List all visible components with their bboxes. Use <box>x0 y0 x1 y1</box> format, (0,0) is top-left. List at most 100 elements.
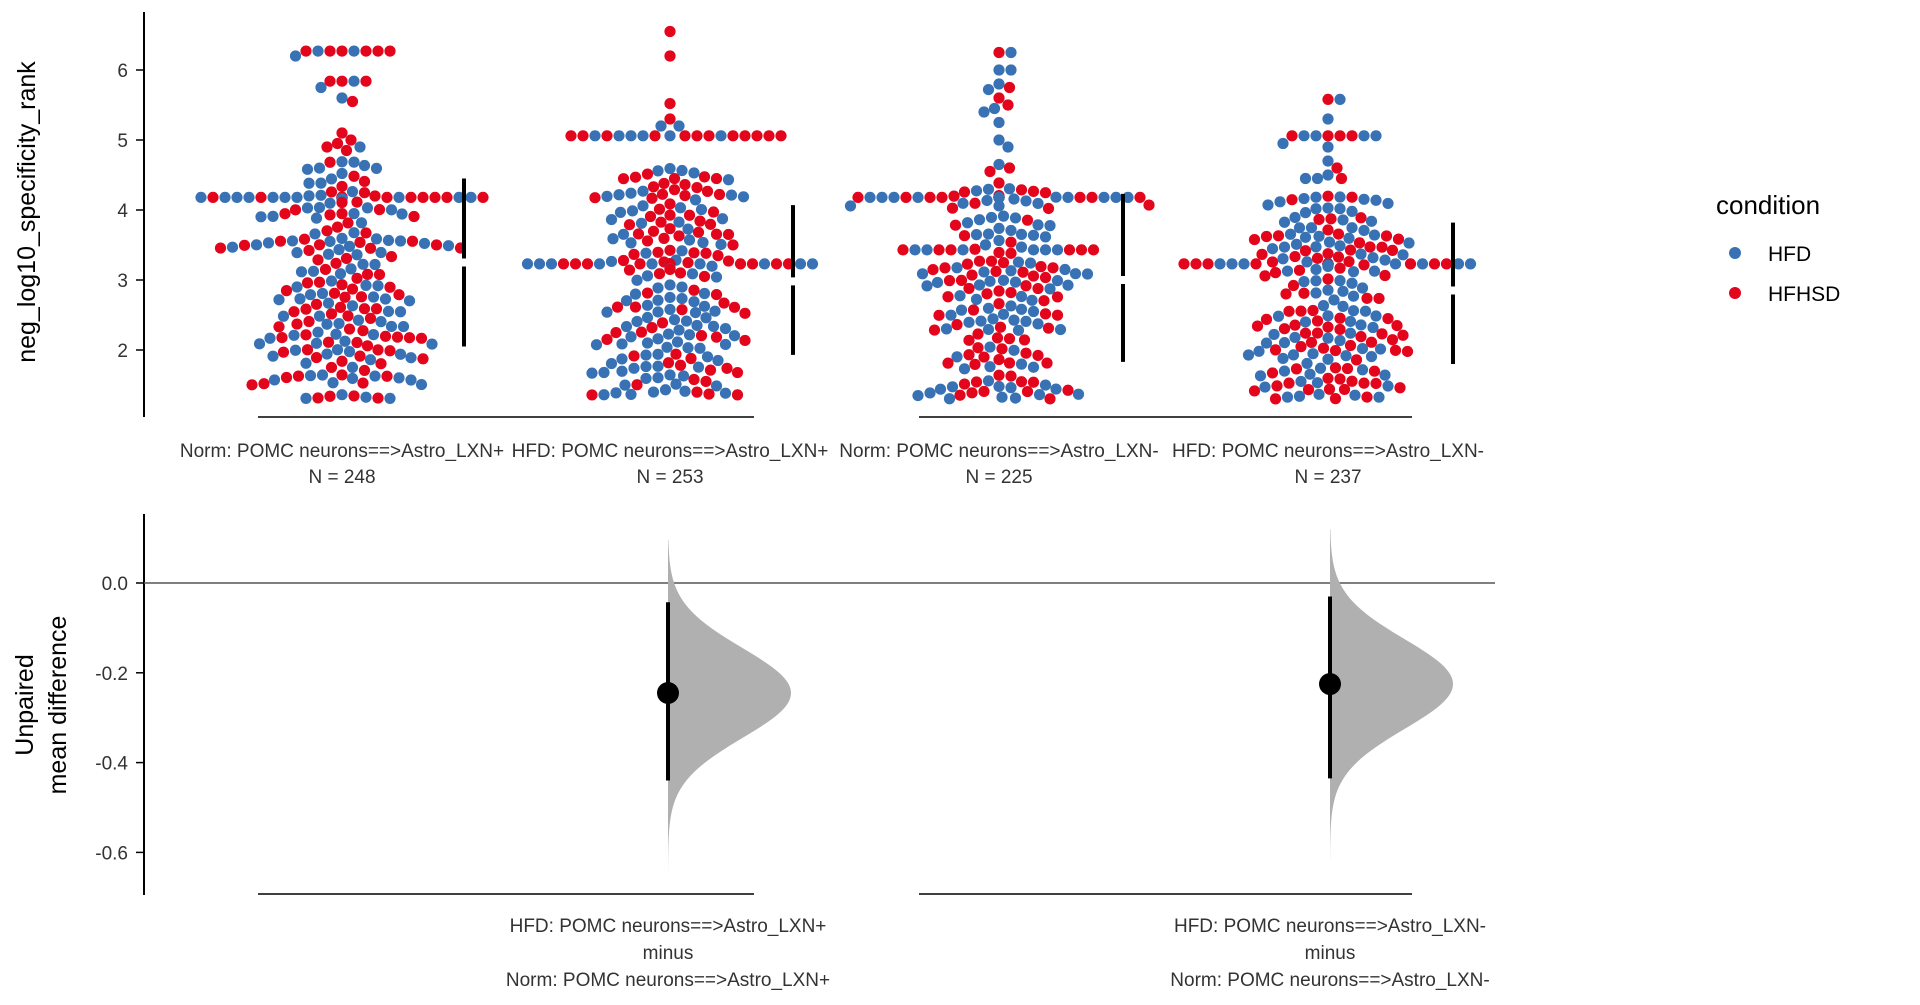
swarm-point-hfhsd <box>324 390 336 402</box>
swarm-point-hfd <box>1370 194 1382 206</box>
swarm-point-hfhsd <box>712 250 724 262</box>
swarm-point-hfd <box>1005 300 1017 312</box>
swarm-point-hfhsd <box>966 269 978 281</box>
swarm-point-hfd <box>291 247 303 259</box>
swarm-point-hfhsd <box>358 303 371 315</box>
swarm-point-hfhsd <box>1047 262 1059 274</box>
swarm-point-hfhsd <box>339 291 351 303</box>
swarm-point-hfd <box>321 318 333 330</box>
group-label: HFD: POMC neurons==>Astro_LXN- <box>1172 441 1484 462</box>
swarm-point-hfd <box>1322 353 1334 365</box>
swarm-point-hfd <box>315 189 327 201</box>
swarm-point-hfd <box>304 289 317 301</box>
swarm-point-hfhsd <box>1353 237 1366 249</box>
swarm-point-hfd <box>267 191 279 203</box>
swarm-point-hfhsd <box>734 258 747 270</box>
swarm-point-hfhsd <box>623 219 636 231</box>
swarm-point-hfd <box>676 292 688 305</box>
swarm-point-hfhsd <box>981 288 993 300</box>
swarm-point-hfhsd <box>1404 258 1417 270</box>
swarm-point-hfhsd <box>993 353 1005 366</box>
swarm-point-hfd <box>1322 310 1334 322</box>
swarm-point-hfd <box>1281 265 1294 277</box>
swarm-point-hfd <box>993 64 1005 76</box>
swarm-point-hfd <box>346 361 359 374</box>
swarm-point-hfd <box>1020 315 1032 327</box>
swarm-point-hfhsd <box>703 130 715 142</box>
swarm-point-hfhsd <box>970 376 983 388</box>
swarm-point-hfd <box>712 354 724 367</box>
swarm-point-hfd <box>369 258 381 271</box>
swarm-point-hfd <box>1358 193 1370 205</box>
swarm-point-hfhsd <box>348 390 360 402</box>
swarm-point-hfd <box>982 84 995 96</box>
swarm-point-hfd <box>715 238 727 251</box>
swarm-point-hfhsd <box>679 130 691 142</box>
swarm-point-hfd <box>375 316 387 328</box>
swarm-point-hfd <box>1356 364 1369 376</box>
swarm-point-hfd <box>647 386 660 398</box>
swarm-point-hfd <box>1368 229 1381 241</box>
y-axis-label-top: neg_log10_specificity_rank <box>13 61 41 363</box>
swarm-point-hfhsd <box>1041 357 1053 369</box>
swarm-point-hfhsd <box>978 351 990 363</box>
legend-label-hfd: HFD <box>1768 243 1811 266</box>
swarm-point-hfhsd <box>1287 279 1300 292</box>
swarm-point-hfd <box>993 116 1005 129</box>
swarm-point-hfhsd <box>1248 233 1261 246</box>
swarm-point-hfd <box>589 130 601 142</box>
swarm-point-hfd <box>1382 380 1394 392</box>
swarm-point-hfhsd <box>1002 99 1014 111</box>
swarm-point-hfhsd <box>955 274 968 287</box>
mean-difference-point <box>657 682 679 705</box>
swarm-point-hfd <box>997 308 1010 320</box>
swarm-point-hfd <box>695 203 708 216</box>
swarm-point-hfhsd <box>372 45 384 57</box>
swarm-point-hfd <box>327 377 339 389</box>
swarm-point-hfhsd <box>325 361 338 374</box>
swarm-point-hfd <box>243 191 255 203</box>
swarm-point-hfhsd <box>324 45 336 57</box>
swarm-point-hfd <box>709 305 721 317</box>
swarm-point-hfhsd <box>1202 258 1214 270</box>
swarm-point-hfd <box>1027 305 1040 318</box>
swarm-point-hfhsd <box>351 196 363 208</box>
swarm-point-hfhsd <box>961 258 974 270</box>
swarm-point-hfd <box>984 275 996 287</box>
swarm-point-hfhsd <box>301 344 314 356</box>
swarm-point-hfd <box>1299 207 1312 219</box>
swarm-point-hfhsd <box>653 203 666 215</box>
swarm-point-hfhsd <box>1003 333 1016 345</box>
swarm-point-hfhsd <box>993 285 1005 297</box>
swarm-point-hfhsd <box>324 75 336 87</box>
swarm-point-hfd <box>725 189 738 201</box>
swarm-point-hfhsd <box>1322 93 1334 105</box>
swarm-point-hfd <box>303 190 315 202</box>
swarm-point-hfhsd <box>280 285 293 297</box>
swarm-point-hfd <box>1347 266 1360 278</box>
swarm-point-hfd <box>1322 155 1334 167</box>
swarm-point-hfhsd <box>358 364 371 377</box>
swarm-point-hfd <box>394 348 407 360</box>
swarm-point-hfhsd <box>255 191 267 203</box>
swarm-point-hfhsd <box>336 355 348 367</box>
swarm-point-hfd <box>652 360 664 372</box>
swarm-point-hfhsd <box>1259 270 1271 282</box>
swarm-point-hfd <box>697 236 709 249</box>
swarm-point-hfhsd <box>364 312 377 324</box>
swarm-point-hfd <box>310 212 323 224</box>
y-tick-label-bottom: 0.0 <box>102 574 128 595</box>
swarm-point-hfhsd <box>1322 372 1334 384</box>
swarm-point-hfhsd <box>679 189 691 202</box>
swarm-point-hfhsd <box>354 236 366 248</box>
swarm-point-hfhsd <box>991 332 1004 344</box>
swarm-point-hfd <box>679 385 691 397</box>
swarm-point-hfhsd <box>674 359 687 371</box>
swarm-point-hfd <box>961 217 974 229</box>
swarm-point-hfd <box>382 234 395 247</box>
swarm-point-hfhsd <box>634 258 646 270</box>
swarm-point-hfd <box>1322 169 1334 181</box>
swarm-point-hfd <box>418 237 431 250</box>
swarm-point-hfhsd <box>1266 367 1279 379</box>
swarm-point-hfhsd <box>279 208 291 220</box>
